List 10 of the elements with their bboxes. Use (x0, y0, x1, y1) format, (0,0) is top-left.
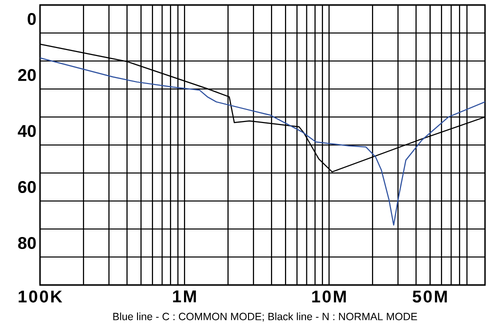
text: Blue line - C : COMMON MODE; Black line - N : NORMAL MODE (113, 312, 418, 322)
y-tick-label: 40 (18, 124, 36, 138)
x-tick-label: 100K (18, 290, 62, 303)
x-tick-label: 1M (173, 290, 196, 302)
y-tick-label: 20 (18, 68, 36, 82)
y-tick-label: 80 (18, 236, 36, 250)
x-tick-label: 50M (412, 290, 447, 303)
y-tick-label: 0 (28, 12, 36, 26)
x-tick-label: 10M (312, 290, 346, 303)
y-tick-label: 60 (18, 180, 36, 194)
